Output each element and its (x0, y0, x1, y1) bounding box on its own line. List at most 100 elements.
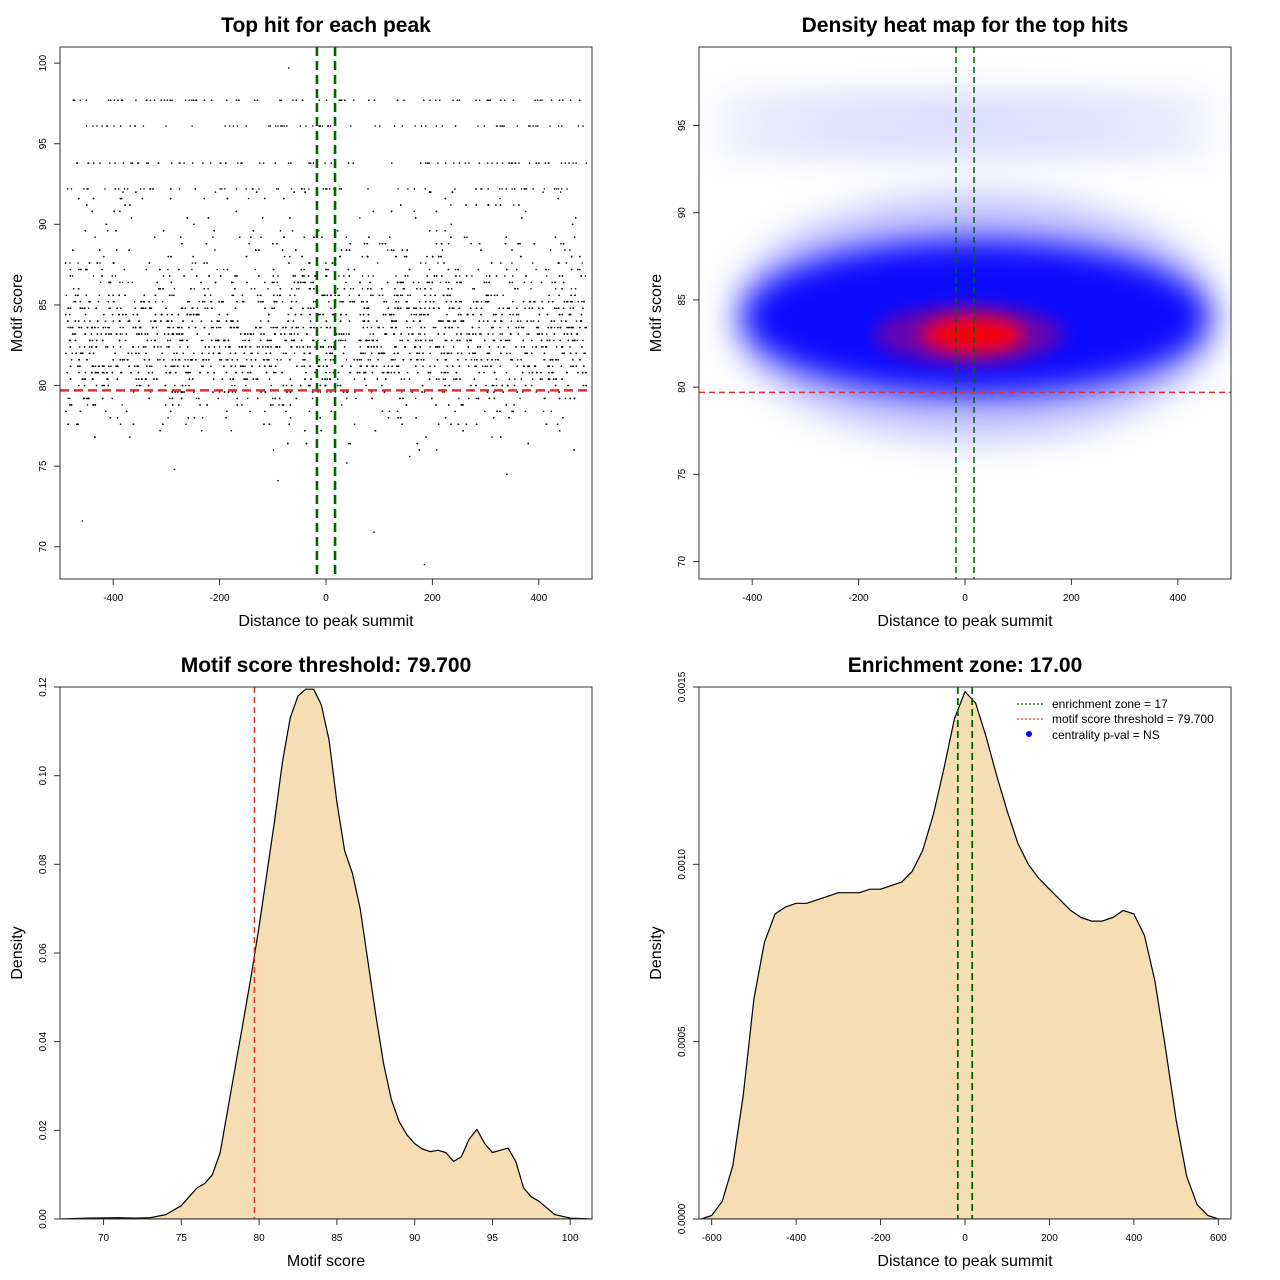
x-tick-label: -400 (103, 593, 123, 604)
data-point (273, 281, 275, 284)
data-point (186, 217, 188, 219)
data-point (132, 423, 135, 426)
data-point (69, 313, 71, 316)
data-point (318, 365, 321, 368)
data-point (132, 326, 134, 329)
x-tick-label: -400 (786, 1233, 806, 1244)
data-point (544, 162, 547, 164)
data-point (417, 359, 419, 361)
data-point (232, 125, 235, 127)
data-point (231, 384, 233, 387)
data-point (568, 313, 571, 316)
data-point (529, 125, 531, 127)
data-point (514, 162, 516, 164)
data-point (520, 378, 523, 380)
data-point (579, 268, 581, 271)
data-point (95, 339, 98, 342)
data-point (94, 236, 96, 238)
data-point (279, 99, 281, 101)
data-point (288, 262, 290, 264)
data-point (358, 339, 361, 342)
data-point (260, 326, 262, 329)
data-point (359, 365, 362, 368)
data-point (340, 188, 343, 190)
data-point (274, 397, 277, 400)
data-point (188, 99, 190, 101)
data-point (521, 326, 523, 329)
data-point (440, 371, 443, 374)
data-point (218, 346, 221, 348)
data-point (562, 99, 564, 101)
data-point (391, 162, 393, 164)
data-point (508, 281, 511, 284)
data-point (548, 365, 550, 368)
data-point (128, 365, 130, 368)
data-point (120, 307, 122, 310)
data-point (572, 307, 575, 310)
data-point (581, 300, 583, 303)
data-point (186, 313, 188, 316)
data-point (536, 371, 538, 374)
data-point (373, 346, 375, 348)
data-point (347, 162, 350, 164)
data-point (226, 268, 229, 271)
data-point (308, 410, 311, 413)
data-point (533, 300, 535, 303)
data-point (415, 307, 417, 310)
data-point (79, 99, 82, 101)
data-point (204, 346, 207, 348)
data-point (92, 365, 95, 368)
data-point (460, 281, 463, 284)
data-point (528, 371, 530, 374)
data-point (428, 281, 430, 284)
data-point (562, 242, 565, 245)
data-point (245, 188, 247, 190)
data-point (428, 378, 431, 380)
data-point (546, 275, 548, 277)
data-point (532, 188, 534, 190)
data-point (521, 217, 523, 219)
data-point (453, 162, 455, 164)
data-point (83, 320, 86, 322)
data-point (478, 320, 481, 322)
data-point (499, 204, 502, 206)
data-point (301, 275, 304, 277)
data-point (288, 423, 291, 426)
data-point (148, 300, 150, 303)
data-point (302, 281, 304, 284)
data-point (208, 352, 210, 355)
data-point (314, 346, 316, 348)
data-point (488, 275, 491, 277)
data-point (419, 288, 422, 290)
data-point (154, 313, 157, 316)
data-point (443, 262, 445, 264)
data-point (519, 242, 521, 245)
data-point (527, 125, 530, 127)
data-point (271, 397, 274, 400)
data-point (300, 188, 303, 190)
data-point (109, 417, 112, 419)
data-point (364, 371, 367, 374)
data-point (373, 99, 376, 101)
data-point (428, 191, 431, 193)
scatter-plot-frame (59, 46, 593, 580)
data-point (107, 378, 109, 380)
data-point (453, 307, 455, 310)
data-point (236, 397, 238, 400)
data-point (417, 281, 420, 284)
data-point (131, 352, 133, 355)
data-point (475, 397, 478, 400)
data-point (210, 365, 212, 368)
data-point (486, 365, 489, 368)
data-point (77, 423, 79, 426)
scatter-x-axis-label: Distance to peak summit (238, 613, 414, 630)
data-point (148, 397, 150, 400)
data-point (551, 359, 554, 361)
data-point (225, 320, 228, 322)
data-point (446, 352, 449, 355)
data-point (428, 307, 431, 310)
data-point (146, 365, 148, 368)
data-point (567, 384, 569, 387)
data-point (512, 99, 515, 101)
